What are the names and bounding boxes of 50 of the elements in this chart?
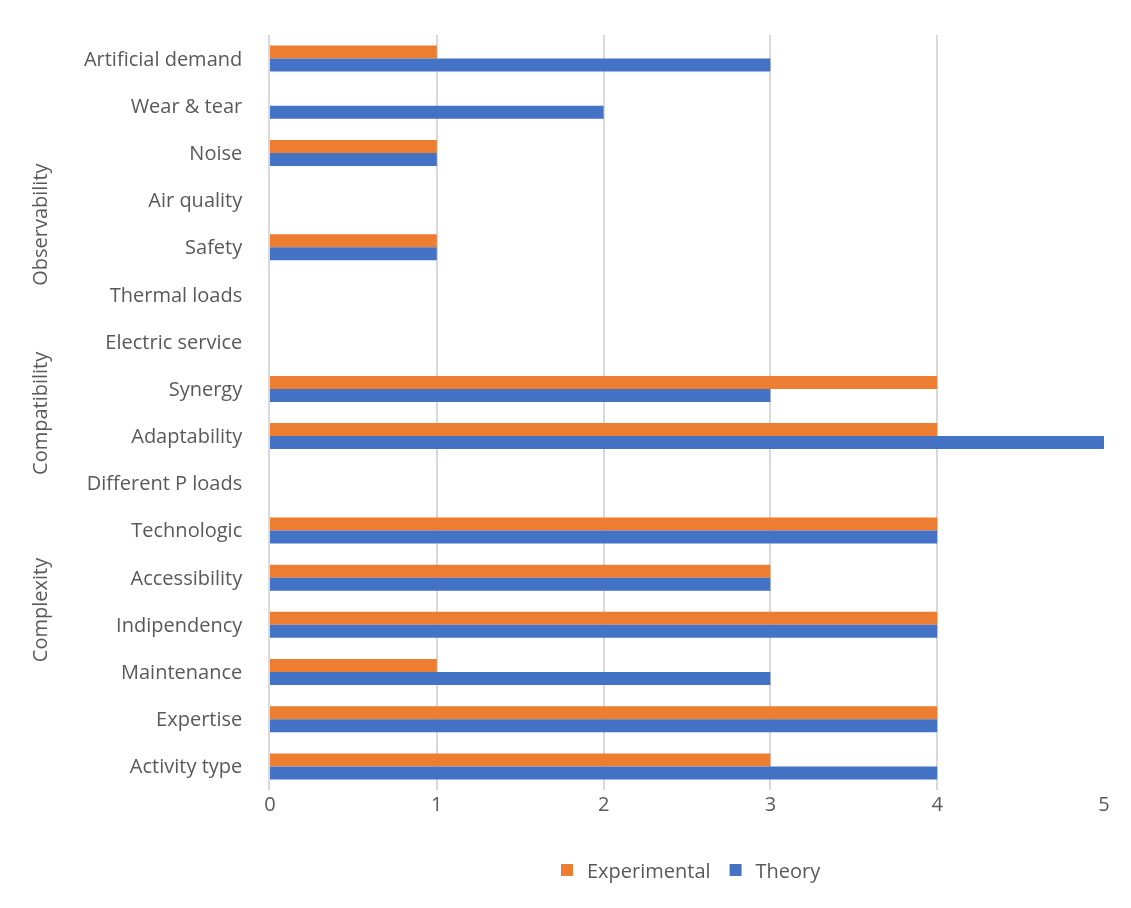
y-tick-label: Accessibility (130, 563, 244, 591)
bar (270, 45, 437, 59)
text: Observability (26, 162, 54, 286)
bar (270, 672, 771, 686)
x-tick-label: 4 (931, 790, 944, 817)
bar (270, 624, 938, 638)
bar (270, 152, 437, 166)
bar (270, 517, 938, 531)
y-tick-label: Electric service (105, 327, 243, 355)
bar (270, 753, 771, 767)
text: Complexity (25, 556, 53, 663)
bar (270, 659, 437, 673)
bar (270, 234, 437, 248)
y-tick-label: Technologic (131, 516, 243, 544)
y-tick-label: Safety (185, 233, 244, 261)
x-tick-label: 5 (1098, 790, 1110, 817)
y-tick-label: Synergy (168, 374, 244, 402)
bar (270, 530, 938, 544)
bar (270, 577, 771, 591)
y-tick-label: Maintenance (121, 658, 243, 686)
bar (270, 375, 938, 389)
y-tick-label: Artificial demand (83, 44, 243, 72)
bar (270, 105, 604, 119)
y-tick-label: Air quality (148, 186, 244, 214)
bar (270, 766, 938, 780)
bar (270, 436, 1104, 450)
x-tick-label: 1 (431, 790, 443, 817)
bar (270, 719, 938, 733)
bar (270, 423, 938, 437)
x-tick-label: 3 (764, 790, 777, 817)
y-tick-label: Indipendency (116, 610, 244, 638)
bar (270, 247, 437, 261)
bar (270, 139, 437, 153)
legend-label: Experimental (587, 856, 711, 884)
y-tick-label: Thermal loads (109, 280, 243, 308)
y-tick-label: Activity type (129, 752, 243, 780)
x-tick-label: 2 (597, 790, 610, 817)
y-tick-label: Noise (189, 138, 243, 166)
y-tick-label: Expertise (156, 705, 243, 733)
y-tick-label: Wear & tear (130, 91, 243, 119)
bar (270, 611, 938, 625)
bar (270, 58, 771, 72)
y-tick-label: Adaptability (131, 422, 244, 450)
legend-label: Theory (755, 856, 822, 884)
bar (270, 388, 771, 402)
x-tick-label: 0 (264, 790, 276, 817)
bar (270, 564, 771, 578)
text: Compatibility (25, 350, 53, 475)
y-tick-label: Different P loads (86, 469, 243, 497)
bar (270, 706, 938, 720)
